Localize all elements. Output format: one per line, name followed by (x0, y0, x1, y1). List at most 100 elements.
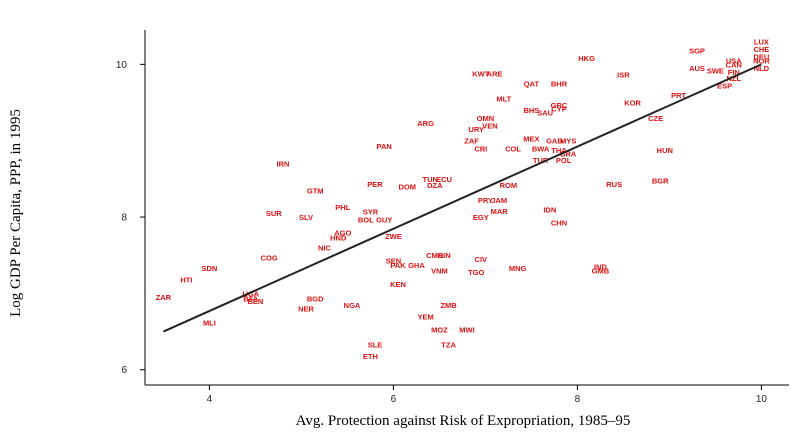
point-cyp: CYP (551, 105, 566, 114)
point-mlt: MLT (496, 95, 511, 104)
point-gha: GHA (408, 261, 425, 270)
point-mex: MEX (523, 134, 539, 143)
point-phl: PHL (335, 203, 350, 212)
point-bgr: BGR (652, 176, 669, 185)
point-ago: AGO (334, 228, 351, 237)
point-swe: SWE (707, 66, 724, 75)
point-hun: HUN (657, 146, 673, 155)
point-gin: GIN (437, 251, 450, 260)
point-dom: DOM (398, 183, 416, 192)
point-nor: NOR (753, 57, 770, 66)
point-ner: NER (298, 305, 314, 314)
y-axis-title: Log GDP Per Capita, PPP, in 1995 (8, 109, 24, 317)
point-tgo: TGO (468, 268, 484, 277)
point-aus: AUS (689, 64, 705, 73)
point-nzl: NZL (727, 74, 742, 83)
point-cri: CRI (474, 144, 487, 153)
point-nld: NLD (754, 64, 770, 73)
point-guy: GUY (376, 215, 392, 224)
point-fin: FIN (728, 68, 740, 77)
x-tick-label: 4 (207, 394, 213, 405)
point-gtm: GTM (307, 186, 324, 195)
point-cog: COG (261, 254, 278, 263)
point-sen: SEN (386, 257, 401, 266)
point-bwa: BWA (532, 144, 550, 153)
point-cze: CZE (648, 114, 663, 123)
point-ecu: ECU (436, 175, 452, 184)
point-sgp: SGP (689, 47, 705, 56)
x-tick-label: 8 (575, 394, 581, 405)
y-tick-label: 10 (116, 60, 128, 71)
point-pak: PAK (390, 261, 406, 270)
point-mwi: MWI (459, 325, 474, 334)
point-mys: MYS (560, 137, 576, 146)
point-irn: IRN (277, 160, 290, 169)
point-zaf: ZAF (464, 137, 479, 146)
point-dza: DZA (427, 181, 443, 190)
point-are: ARE (487, 70, 503, 79)
point-bhs: BHS (523, 106, 539, 115)
x-tick-label: 6 (391, 394, 397, 405)
point-uga: UGA (242, 289, 259, 298)
point-zwe: ZWE (385, 232, 402, 241)
point-gab: GAB (546, 137, 563, 146)
point-bgd: BGD (307, 295, 324, 304)
point-usa: USA (726, 57, 742, 66)
point-eth: ETH (363, 352, 378, 361)
point-nga: NGA (344, 301, 361, 310)
point-arg: ARG (417, 119, 434, 128)
fit-line (162, 63, 762, 333)
x-axis-title: Avg. Protection against Risk of Expropri… (296, 413, 631, 429)
point-mar: MAR (491, 207, 509, 216)
point-lux: LUX (754, 37, 769, 46)
point-hnd: HND (330, 234, 347, 243)
point-mng: MNG (509, 264, 527, 273)
point-vnm: VNM (431, 266, 448, 275)
y-axis: 6 8 10 (116, 30, 146, 385)
point-kwt: KWT (472, 70, 489, 79)
point-jam: JAM (491, 196, 507, 205)
point-bol: BOL (358, 215, 374, 224)
point-syr: SYR (363, 208, 379, 217)
point-zar: ZAR (156, 293, 172, 302)
point-kor: KOR (624, 99, 641, 108)
point-moz: MOZ (431, 325, 448, 334)
point-ben: BEN (247, 297, 263, 306)
point-deu: DEU (753, 53, 769, 62)
point-omn: OMN (477, 114, 495, 123)
point-bfa: BFA (243, 295, 259, 304)
point-prt: PRT (671, 91, 686, 100)
point-ven: VEN (482, 121, 497, 130)
point-per: PER (367, 180, 383, 189)
point-cmr: CMR (426, 251, 444, 260)
point-ken: KEN (390, 280, 406, 289)
point-pry: PRY (478, 196, 493, 205)
point-zmb: ZMB (440, 301, 457, 310)
point-nic: NIC (318, 244, 332, 253)
point-esp: ESP (717, 82, 732, 91)
point-bhr: BHR (551, 79, 568, 88)
point-tha: THA (551, 146, 567, 155)
point-rus: RUS (606, 180, 622, 189)
point-sle: SLE (368, 341, 383, 350)
point-pol: POL (556, 156, 572, 165)
point-tun: TUN (422, 175, 437, 184)
x-tick-label: 10 (756, 394, 768, 405)
point-slv: SLV (299, 213, 313, 222)
point-hti: HTI (180, 276, 192, 285)
point-ury: URY (468, 125, 484, 134)
point-grc: GRC (551, 101, 568, 110)
point-col: COL (505, 144, 521, 153)
point-che: CHE (753, 45, 769, 54)
point-sur: SUR (266, 209, 282, 218)
y-tick-label: 8 (121, 213, 127, 224)
point-tza: TZA (441, 341, 456, 350)
point-hkg: HKG (578, 54, 595, 63)
point-ind: IND (594, 263, 608, 272)
point-pan: PAN (377, 142, 392, 151)
x-axis: 4 6 8 10 (145, 384, 789, 405)
point-sdn: SDN (201, 264, 217, 273)
point-yem: YEM (417, 312, 433, 321)
